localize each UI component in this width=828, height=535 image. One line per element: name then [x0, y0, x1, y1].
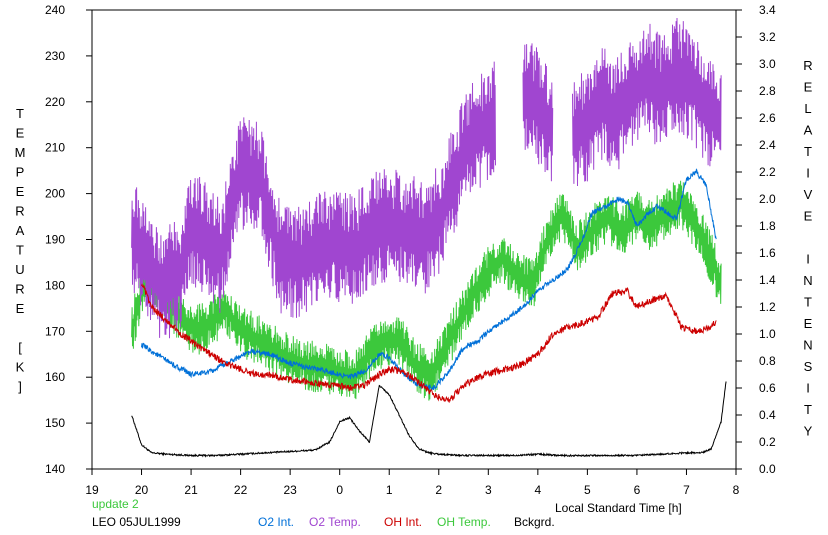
axis-layer: 19 20 21 22 23 0 1 2 3 4 5 6 7 8140150160170180190200… [45, 3, 776, 497]
right-tick-label: 2.2 [759, 165, 776, 179]
axis-label-letter: R [803, 58, 812, 73]
left-tick-label: 180 [45, 278, 65, 292]
right-tick-label: 3.4 [759, 3, 776, 17]
right-tick-label: 1.4 [759, 273, 776, 287]
right-tick-label: 3.2 [759, 30, 776, 44]
right-tick-label: 0.6 [759, 381, 776, 395]
x-tick-label: 19 [85, 483, 99, 497]
x-tick-label: 4 [535, 483, 542, 497]
x-tick-label: 23 [283, 483, 297, 497]
left-tick-label: 140 [45, 462, 65, 476]
axis-label-letter: [ [18, 340, 22, 355]
left-tick-label: 160 [45, 370, 65, 384]
axis-label-letter: I [806, 166, 810, 181]
axis-label-letter: I [806, 381, 810, 396]
right-tick-label: 2.0 [759, 192, 776, 206]
left-tick-label: 200 [45, 187, 65, 201]
axis-label-letter: M [15, 145, 26, 160]
x-tick-label: 8 [733, 483, 740, 497]
axis-label-letter: R [15, 204, 24, 219]
left-tick-label: 150 [45, 416, 65, 430]
axis-label-letter: E [16, 126, 25, 141]
axis-label-letter: L [804, 101, 811, 116]
x-tick-label: 21 [184, 483, 198, 497]
series-line [131, 17, 722, 339]
x-tick-label: 2 [435, 483, 442, 497]
x-axis-label: Local Standard Time [h] [555, 501, 682, 515]
series-line [141, 168, 717, 391]
x-tick-label: 3 [485, 483, 492, 497]
axis-label-letter: E [16, 301, 25, 316]
axis-label-letter: U [15, 262, 24, 277]
axis-label-letter: ] [18, 379, 22, 394]
left-tick-label: 230 [45, 49, 65, 63]
right-tick-label: 3.0 [759, 57, 776, 71]
left-tick-label: 210 [45, 141, 65, 155]
left-tick-label: 240 [45, 3, 65, 17]
x-tick-label: 5 [584, 483, 591, 497]
axis-label-letter: T [804, 402, 812, 417]
x-tick-label: 7 [683, 483, 690, 497]
axis-label-letter: K [16, 360, 25, 375]
axis-label-letter: Y [804, 424, 813, 439]
right-tick-label: 1.0 [759, 327, 776, 341]
legend-entry: O2 Temp. [309, 515, 361, 529]
right-tick-label: 0.8 [759, 354, 776, 368]
x-tick-label: 0 [336, 483, 343, 497]
axis-label-letter: E [804, 80, 813, 95]
series-layer [131, 17, 727, 458]
series-line [141, 283, 717, 404]
axis-label-letter: P [16, 165, 25, 180]
site-label: LEO 05JUL1999 [92, 515, 181, 529]
axis-label-letter: E [804, 316, 813, 331]
x-tick-label: 1 [386, 483, 393, 497]
right-tick-label: 1.2 [759, 300, 776, 314]
axis-label-letter: T [16, 243, 24, 258]
axis-label-letter: I [806, 252, 810, 267]
legend-entry: OH Int. [384, 515, 422, 529]
series-line [131, 381, 727, 458]
axis-label-letter: A [16, 223, 25, 238]
right-tick-label: 2.6 [759, 111, 776, 125]
right-tick-label: 0.0 [759, 462, 776, 476]
right-tick-label: 0.4 [759, 408, 776, 422]
right-tick-label: 1.8 [759, 219, 776, 233]
axis-label-letter: N [803, 338, 812, 353]
axis-label-letter: T [804, 295, 812, 310]
axis-label-letter: A [804, 123, 813, 138]
axis-label-letter: E [16, 184, 25, 199]
left-tick-label: 220 [45, 95, 65, 109]
series-line [131, 180, 722, 401]
right-tick-label: 2.4 [759, 138, 776, 152]
x-tick-label: 22 [234, 483, 248, 497]
right-tick-label: 2.8 [759, 84, 776, 98]
axis-label-letter: T [16, 106, 24, 121]
axis-label-letter: E [804, 209, 813, 224]
left-tick-label: 190 [45, 233, 65, 247]
axis-label-letter: T [804, 144, 812, 159]
legend-entry: O2 Int. [258, 515, 294, 529]
right-tick-label: 0.2 [759, 435, 776, 449]
legend-entry: OH Temp. [437, 515, 491, 529]
x-tick-label: 20 [135, 483, 149, 497]
axis-label-letter: V [804, 187, 813, 202]
x-tick-label: 6 [634, 483, 641, 497]
axis-label-letter: R [15, 282, 24, 297]
update-label: update 2 [92, 497, 139, 511]
axis-label-letter: N [803, 273, 812, 288]
legend-entry: Bckgrd. [514, 515, 555, 529]
left-tick-label: 170 [45, 324, 65, 338]
axis-label-letter: S [804, 359, 813, 374]
legend: O2 Int. O2 Temp. OH Int. OH Temp. Bckgrd. [258, 515, 555, 529]
right-tick-label: 1.6 [759, 246, 776, 260]
